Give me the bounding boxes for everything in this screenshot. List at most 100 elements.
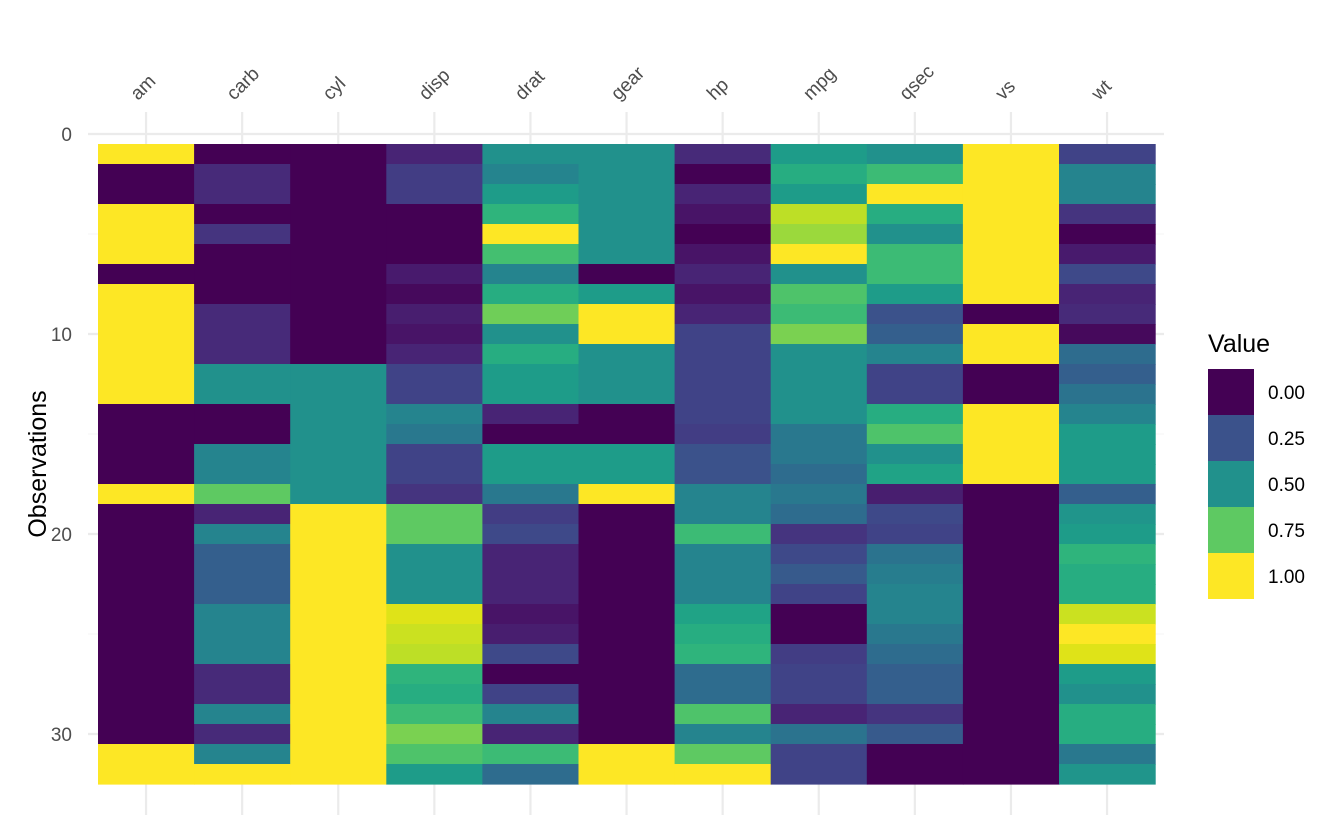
heatmap-cell [866,404,964,425]
heatmap-cell [1059,244,1156,265]
legend-label: 0.25 [1268,429,1305,450]
heatmap-cell [770,524,868,545]
heatmap-cell [386,604,483,625]
heatmap-cell [674,164,772,185]
legend-label: 0.50 [1268,475,1305,496]
heatmap-cell [962,644,1060,665]
heatmap-cell [674,584,772,605]
legend-label: 1.00 [1268,567,1305,588]
heatmap-cell [770,304,868,325]
heatmap-cell [1059,204,1156,225]
heatmap-cell [578,724,676,745]
heatmap-cell [194,484,291,505]
x-tick-label: qsec [896,61,939,104]
heatmap-cell [1059,264,1156,285]
heatmap-cell [482,684,580,705]
heatmap-cell [1059,564,1156,585]
heatmap-cell [290,164,387,185]
heatmap-cell [962,524,1060,545]
heatmap-cell [674,724,772,745]
heatmap-cell [98,544,195,565]
heatmap-cell [962,624,1060,645]
heatmap-cell [290,464,387,485]
heatmap-cell [1059,644,1156,665]
legend-label: 0.75 [1268,521,1305,542]
heatmap-cell [770,224,868,245]
heatmap-cell [962,244,1060,265]
heatmap-cell [578,664,676,685]
heatmap-cell [98,404,195,425]
heatmap-cell [674,504,772,525]
heatmap-cell [290,544,387,565]
heatmap-cell [290,424,387,445]
heatmap-cell [482,224,580,245]
heatmap-cell [578,684,676,705]
heatmap-cell [1059,464,1156,485]
legend-key [1208,461,1254,507]
heatmap-cell [98,164,195,185]
x-axis-ticks: am carb cyl disp drat gear hp mpg qsec vs wt [127,61,1117,105]
heatmap-cell [482,704,580,725]
heatmap-cell [194,304,291,325]
heatmap-cell [674,364,772,385]
heatmap-cell [1059,764,1156,785]
heatmap-cell [578,564,676,585]
heatmap-cell [1059,364,1156,385]
heatmap-cell [866,744,964,765]
heatmap-cell [674,744,772,765]
heatmap-cell [674,324,772,345]
heatmap-cell [194,664,291,685]
heatmap-cell [482,664,580,685]
heatmap-cell [194,324,291,345]
heatmap-cell [194,344,291,365]
heatmap-cell [482,364,580,385]
heatmap-cell [770,164,868,185]
heatmap-cell [194,704,291,725]
heatmap-cell [194,384,291,405]
heatmap-cell [386,544,483,565]
heatmap-cell [386,144,483,165]
heatmap-cell [290,364,387,385]
heatmap-cell [98,504,195,525]
heatmap-cell [482,624,580,645]
x-tick-label: gear [607,62,649,104]
x-tick-label: hp [703,75,733,105]
heatmap-cell [290,524,387,545]
heatmap-cell [866,284,964,305]
heatmap-cell [962,564,1060,585]
heatmap-cell [386,184,483,205]
heatmap-cell [482,724,580,745]
x-tick-label: wt [1087,76,1117,106]
heatmap-cell [578,464,676,485]
heatmap-cell [1059,144,1156,165]
heatmap-cell [962,764,1060,785]
heatmap-cell [866,564,964,585]
heatmap-cell [674,624,772,645]
x-tick-label: mpg [799,64,840,105]
heatmap-cell [1059,484,1156,505]
heatmap-cell [386,664,483,685]
heatmap-cell [290,724,387,745]
heatmap-cell [386,764,483,785]
heatmap-cell [290,184,387,205]
heatmap-cell [290,144,387,165]
heatmap-cell [194,724,291,745]
heatmap-cell [482,484,580,505]
heatmap-cell [866,544,964,565]
heatmap-cell [578,344,676,365]
heatmap-cell [770,704,868,725]
heatmap-cell [1059,604,1156,625]
heatmap-cell [962,364,1060,385]
heatmap-cell [98,324,195,345]
heatmap-cell [674,564,772,585]
heatmap-cell [578,624,676,645]
heatmap-cell [866,424,964,445]
heatmap-cell [194,644,291,665]
heatmap-cell [674,184,772,205]
heatmap-cell [866,384,964,405]
heatmap-cell [674,544,772,565]
heatmap-cell [98,344,195,365]
heatmap-cell [386,164,483,185]
heatmap-cell [290,444,387,465]
